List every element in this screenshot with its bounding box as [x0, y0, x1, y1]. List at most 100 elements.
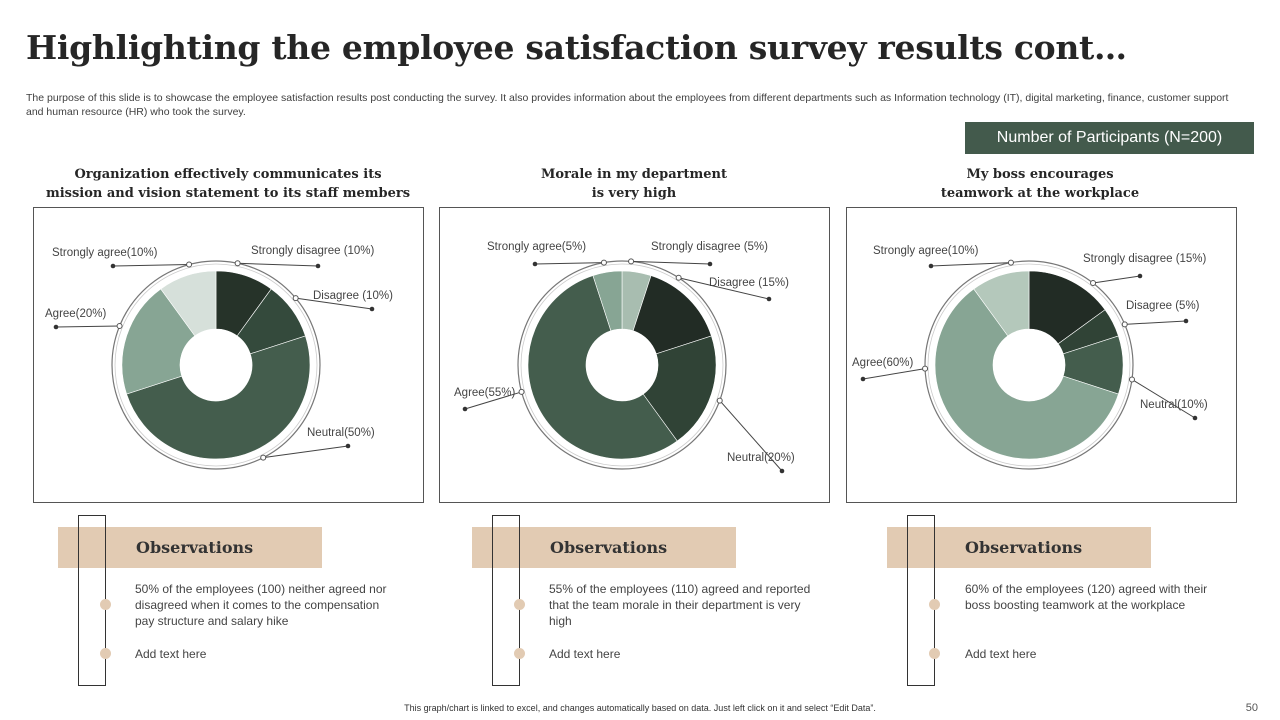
leader-anchor-dot: [260, 454, 267, 461]
leader-end-dot: [707, 261, 713, 267]
observation-text-2: 55% of the employees (110) agreed and re…: [549, 582, 811, 628]
observation-placeholder-3: Add text here: [965, 647, 1037, 661]
leader-anchor-dot: [922, 365, 929, 372]
leader-end-dot: [766, 296, 772, 302]
slice-label: Strongly agree(5%): [487, 241, 586, 253]
observations-header-2: Observations: [472, 527, 736, 568]
outer-ring: [517, 260, 727, 470]
outer-ring-inner: [114, 263, 318, 467]
donut-hole: [586, 329, 658, 401]
leader-end-dot: [462, 406, 468, 412]
bullet-dot: [100, 648, 111, 659]
slice-label: Agree(60%): [852, 357, 914, 369]
page-number: 50: [1245, 702, 1258, 714]
slide-description: The purpose of this slide is to showcase…: [26, 92, 1229, 118]
slice-label: Strongly agree(10%): [873, 245, 979, 257]
leader-anchor-dot: [1128, 376, 1135, 383]
leader-line: [55, 325, 120, 328]
leader-line: [719, 400, 783, 472]
slice-label: Strongly agree(10%): [52, 247, 158, 259]
leader-end-dot: [860, 376, 866, 382]
observations-heading-1: Observations: [136, 538, 254, 557]
bullet-dot: [514, 648, 525, 659]
chart-panel-3: Strongly disagree (15%) Disagree (5%) Neut…: [846, 207, 1237, 503]
leader-end-dot: [369, 306, 375, 312]
slice-label: Neutral(20%): [727, 452, 795, 464]
leader-anchor-dot: [600, 259, 607, 266]
chart-title-3: My boss encourages teamwork at the workp…: [940, 167, 1140, 201]
leader-anchor-dot: [234, 260, 241, 267]
leader-line: [930, 262, 1011, 267]
bullet-dot: [514, 599, 525, 610]
observations-heading-2: Observations: [550, 538, 668, 557]
donut-hole: [180, 329, 252, 401]
leader-anchor-dot: [1121, 321, 1128, 328]
leader-anchor-dot: [1007, 259, 1014, 266]
leader-end-dot: [1137, 273, 1143, 279]
leader-anchor-dot: [292, 295, 299, 302]
leader-line: [1124, 320, 1187, 325]
slice-label: Agree(20%): [45, 308, 107, 320]
slice-label: Neutral(50%): [307, 427, 375, 439]
slice-label: Strongly disagree (15%): [1083, 253, 1207, 265]
outer-ring: [924, 260, 1134, 470]
leader-line: [534, 262, 604, 265]
leader-end-dot: [345, 443, 351, 449]
leader-line: [862, 368, 926, 380]
observations-header-3: Observations: [887, 527, 1151, 568]
bullet-dot: [100, 599, 111, 610]
donut-chart-3: Strongly disagree (15%) Disagree (5%) Neut…: [852, 245, 1208, 470]
slice-label: Disagree (5%): [1126, 300, 1200, 312]
leader-anchor-dot: [628, 258, 635, 265]
leader-anchor-dot: [518, 388, 525, 395]
bullet-dot: [929, 599, 940, 610]
participants-badge: Number of Participants (N=200): [965, 122, 1254, 154]
leader-end-dot: [1183, 318, 1189, 324]
leader-end-dot: [53, 324, 59, 330]
footnote: This graph/chart is linked to excel, and…: [404, 703, 876, 713]
slice-label: Strongly disagree (5%): [651, 241, 768, 253]
leader-anchor-dot: [116, 323, 123, 330]
leader-line: [237, 262, 319, 267]
leader-end-dot: [532, 261, 538, 267]
leader-line: [295, 297, 373, 310]
outer-ring: [111, 260, 321, 470]
slice-label: Neutral(10%): [1140, 399, 1208, 411]
leader-anchor-dot: [675, 274, 682, 281]
leader-end-dot: [928, 263, 934, 269]
observation-text-3: 60% of the employees (120) agreed with t…: [965, 582, 1208, 612]
observations-heading-3: Observations: [965, 538, 1083, 557]
leader-line: [112, 264, 190, 267]
slice-label: Disagree (10%): [313, 290, 393, 302]
leader-anchor-dot: [186, 261, 193, 268]
pie-slice: [126, 335, 311, 460]
leader-line: [1131, 379, 1196, 419]
outer-ring-inner: [927, 263, 1131, 467]
observation-text-1: 50% of the employees (100) neither agree…: [135, 582, 387, 628]
leader-anchor-dot: [1090, 280, 1097, 287]
leader-line: [678, 277, 770, 300]
leader-line: [263, 445, 349, 459]
observation-placeholder-2: Add text here: [549, 647, 621, 661]
chart-panel-2: Strongly disagree (5%) Disagree (15%) Neut…: [439, 207, 830, 503]
leader-line: [1092, 275, 1141, 284]
leader-anchor-dot: [716, 397, 723, 404]
donut-hole: [993, 329, 1065, 401]
leader-end-dot: [1192, 415, 1198, 421]
chart-panel-1: Strongly disagree (10%) Disagree (10%) Neu…: [33, 207, 424, 503]
leader-line: [631, 260, 711, 265]
slice-label: Agree(55%): [454, 387, 516, 399]
leader-end-dot: [779, 468, 785, 474]
chart-title-1: Organization effectively communicates it…: [45, 167, 411, 201]
observation-placeholder-1: Add text here: [135, 647, 207, 661]
donut-chart-1: Strongly disagree (10%) Disagree (10%) Neu…: [45, 245, 393, 470]
slice-label: Disagree (15%): [709, 277, 789, 289]
observations-header-1: Observations: [58, 527, 322, 568]
bullet-dot: [929, 648, 940, 659]
leader-end-dot: [315, 263, 321, 269]
slice-label: Strongly disagree (10%): [251, 245, 375, 257]
page-title: Highlighting the employee satisfaction s…: [26, 28, 1127, 67]
outer-ring-inner: [520, 263, 724, 467]
chart-title-2: Morale in my department is very high: [540, 167, 728, 201]
donut-chart-2: Strongly disagree (5%) Disagree (15%) Neut…: [454, 241, 795, 474]
